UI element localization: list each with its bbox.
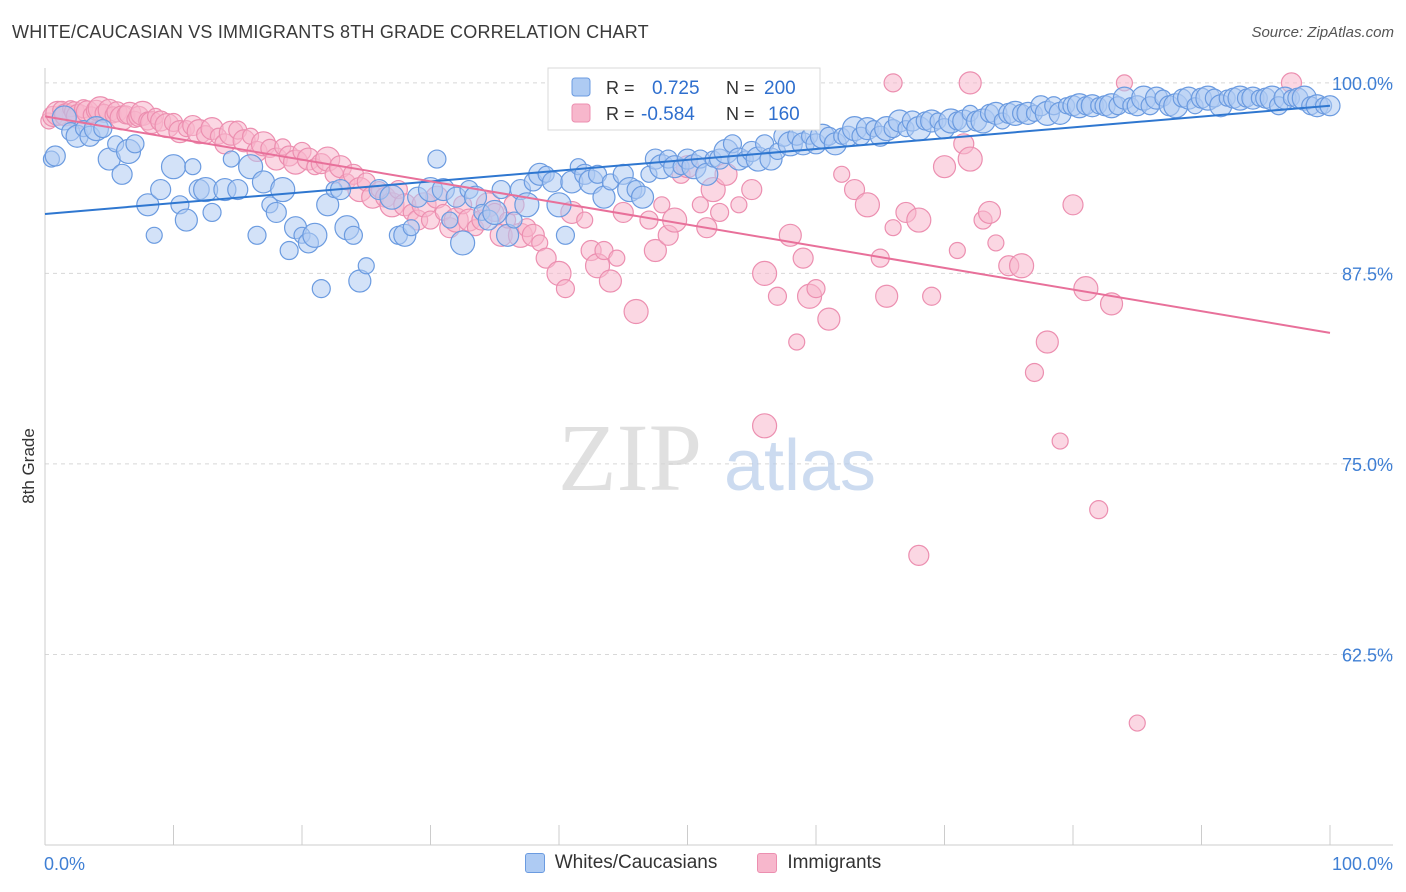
immigrants-point [753, 261, 777, 285]
legend-swatch-immigrants [757, 853, 777, 873]
whites-point [151, 180, 171, 200]
immigrants-point [876, 285, 898, 307]
y-tick-label: 87.5% [1342, 264, 1393, 284]
whites-point [492, 181, 510, 199]
whites-point [380, 185, 404, 209]
legend-n-value-1: 200 [764, 78, 796, 99]
whites-point [428, 150, 446, 168]
immigrants-point [1025, 363, 1043, 381]
whites-point [442, 212, 458, 228]
whites-point [146, 227, 162, 243]
whites-point [451, 231, 475, 255]
whites-point [358, 258, 374, 274]
whites-point [162, 155, 186, 179]
legend-r-value-1: 0.725 [652, 78, 700, 99]
immigrants-point [1010, 254, 1034, 278]
immigrants-point [885, 220, 901, 236]
whites-point [248, 226, 266, 244]
immigrants-point [753, 414, 777, 438]
immigrants-point [731, 197, 747, 213]
whites-point [112, 164, 132, 184]
legend-n-label-1: N = [726, 78, 755, 98]
y-axis-label: 8th Grade [19, 428, 38, 504]
immigrants-point [959, 72, 981, 94]
immigrants-point [1063, 195, 1083, 215]
y-tick-label: 62.5% [1342, 645, 1393, 665]
y-tick-labels: 62.5% 75.0% 87.5% 100.0% [1332, 74, 1393, 666]
immigrants-point [1129, 715, 1145, 731]
whites-point [280, 242, 298, 260]
whites-point [266, 202, 286, 222]
immigrants-point [1090, 501, 1108, 519]
immigrants-point [711, 203, 729, 221]
immigrants-point [909, 545, 929, 565]
immigrants-point [807, 280, 825, 298]
legend-swatch-whites [525, 853, 545, 873]
whites-point [175, 209, 197, 231]
immigrants-point [599, 270, 621, 292]
immigrants-point [556, 280, 574, 298]
legend-label-immigrants: Immigrants [787, 852, 881, 874]
whites-point [543, 172, 563, 192]
whites-point [223, 151, 239, 167]
whites-point [185, 159, 201, 175]
immigrants-point [818, 308, 840, 330]
immigrants-point [884, 74, 902, 92]
legend-n-value-2: 160 [768, 104, 800, 125]
whites-point [483, 200, 507, 224]
whites-point [45, 146, 65, 166]
immigrants-point [907, 208, 931, 232]
whites-point [403, 220, 419, 236]
immigrants-point [1052, 433, 1068, 449]
legend-r-label-2: R = [606, 104, 635, 124]
immigrants-point [1036, 331, 1058, 353]
immigrants-point [577, 212, 593, 228]
whites-point [312, 280, 330, 298]
legend-swatch-pink [572, 104, 590, 122]
whites-point [632, 186, 654, 208]
whites-point [271, 178, 295, 202]
legend-swatch-blue [572, 78, 590, 96]
immigrants-point [949, 243, 965, 259]
immigrants-point [958, 147, 982, 171]
watermark-atlas: atlas [724, 426, 876, 506]
immigrants-point [978, 201, 1000, 223]
immigrants-point [934, 156, 956, 178]
immigrants-point [768, 287, 786, 305]
stats-legend: R = 0.725 N = 200 R = -0.584 N = 160 [548, 68, 820, 130]
immigrants-point [988, 235, 1004, 251]
legend-n-label-2: N = [726, 104, 755, 124]
whites-point [94, 120, 112, 138]
immigrants-point [855, 193, 879, 217]
immigrants-point [1074, 277, 1098, 301]
legend-r-value-2: -0.584 [641, 104, 695, 125]
legend-r-label-1: R = [606, 78, 635, 98]
series-legend: Whites/Caucasians Immigrants [0, 852, 1406, 874]
y-tick-label: 100.0% [1332, 74, 1393, 94]
legend-item-whites: Whites/Caucasians [525, 852, 718, 874]
whites-point [203, 203, 221, 221]
whites-point [303, 223, 327, 247]
immigrants-point [923, 287, 941, 305]
legend-item-immigrants: Immigrants [757, 852, 881, 874]
immigrants-point [834, 166, 850, 182]
immigrants-point [609, 250, 625, 266]
immigrants-point [624, 300, 648, 324]
whites-point [126, 135, 144, 153]
legend-label-whites: Whites/Caucasians [555, 852, 718, 874]
watermark-zip: ZIP [558, 404, 702, 511]
immigrants-point [789, 334, 805, 350]
immigrants-point [742, 180, 762, 200]
whites-point [344, 226, 362, 244]
whites-point [556, 226, 574, 244]
immigrants-point [793, 248, 813, 268]
y-tick-label: 75.0% [1342, 455, 1393, 475]
